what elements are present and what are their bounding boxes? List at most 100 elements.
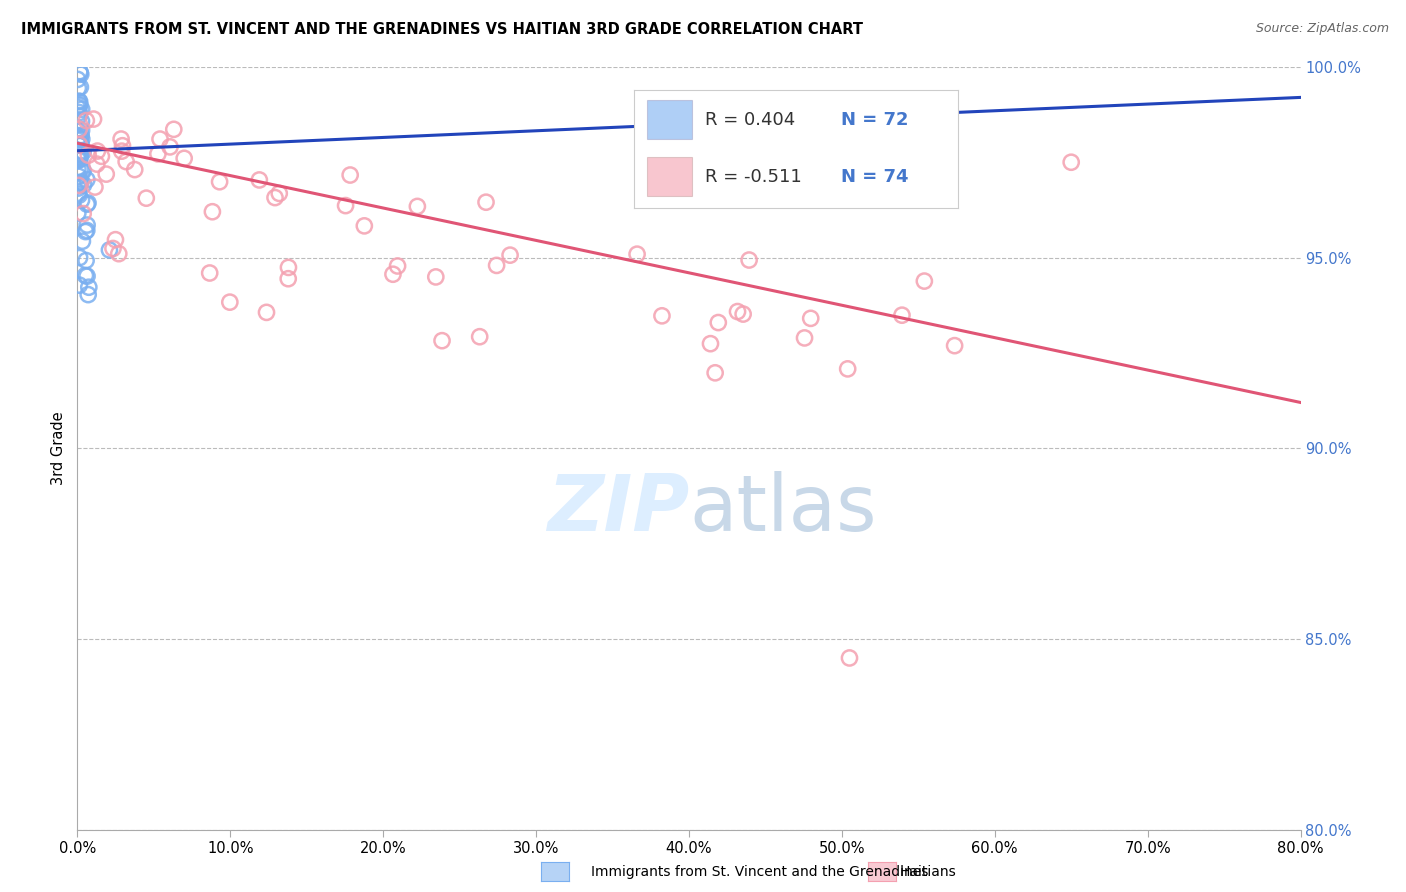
- Point: [277, 271, 299, 285]
- Point: [86, 157, 108, 171]
- Point: [75, 225, 97, 239]
- Point: [1060, 155, 1083, 169]
- Point: [67, 137, 90, 152]
- Point: [70, 123, 93, 137]
- Point: [66, 72, 89, 87]
- Point: [339, 168, 361, 182]
- Point: [67, 138, 90, 153]
- Point: [75, 268, 97, 283]
- Point: [69, 95, 91, 109]
- Point: [277, 260, 299, 275]
- Point: [67, 152, 90, 166]
- Point: [124, 162, 146, 177]
- Point: [77, 196, 100, 211]
- Point: [468, 329, 491, 343]
- Text: ZIP: ZIP: [547, 471, 689, 548]
- Point: [72, 206, 94, 220]
- Point: [76, 172, 98, 186]
- Point: [77, 148, 100, 162]
- Point: [66, 161, 89, 176]
- Point: [115, 154, 138, 169]
- Point: [485, 259, 508, 273]
- Point: [218, 295, 240, 310]
- Point: [70, 175, 93, 189]
- Text: Source: ZipAtlas.com: Source: ZipAtlas.com: [1256, 22, 1389, 36]
- Point: [173, 151, 195, 165]
- Point: [84, 180, 107, 194]
- Point: [86, 144, 108, 158]
- Point: [943, 339, 966, 353]
- Point: [111, 144, 134, 158]
- Point: [83, 112, 105, 126]
- Point: [70, 193, 93, 207]
- Point: [67, 186, 90, 201]
- Point: [269, 186, 291, 201]
- Point: [72, 234, 94, 248]
- Point: [201, 204, 224, 219]
- Point: [67, 81, 90, 95]
- Point: [69, 251, 91, 265]
- Point: [76, 269, 98, 284]
- Point: [77, 287, 100, 301]
- Point: [70, 102, 93, 116]
- Text: Haitians: Haitians: [900, 865, 956, 880]
- Point: [707, 316, 730, 330]
- Point: [704, 366, 727, 380]
- Point: [66, 123, 89, 137]
- Point: [66, 133, 89, 147]
- Point: [70, 132, 93, 146]
- Point: [69, 131, 91, 145]
- Text: IMMIGRANTS FROM ST. VINCENT AND THE GRENADINES VS HAITIAN 3RD GRADE CORRELATION : IMMIGRANTS FROM ST. VINCENT AND THE GREN…: [21, 22, 863, 37]
- Point: [73, 178, 96, 192]
- Point: [69, 144, 91, 158]
- Point: [90, 149, 112, 163]
- Point: [69, 97, 91, 112]
- Point: [67, 169, 90, 184]
- Point: [69, 162, 91, 177]
- Point: [430, 334, 453, 348]
- Point: [159, 140, 181, 154]
- Point: [499, 248, 522, 262]
- Text: Immigrants from St. Vincent and the Grenadines: Immigrants from St. Vincent and the Gren…: [591, 865, 928, 880]
- Point: [110, 132, 132, 146]
- Point: [67, 95, 90, 109]
- Point: [67, 122, 90, 136]
- Point: [77, 280, 100, 294]
- Point: [387, 259, 409, 273]
- Point: [70, 136, 93, 151]
- Point: [406, 199, 429, 213]
- Point: [67, 278, 90, 293]
- Point: [96, 167, 118, 181]
- Point: [104, 233, 127, 247]
- Point: [69, 66, 91, 80]
- Point: [838, 651, 860, 665]
- Point: [67, 98, 90, 112]
- Point: [69, 138, 91, 153]
- Point: [69, 176, 91, 190]
- Point: [699, 336, 721, 351]
- Point: [101, 242, 124, 256]
- Point: [72, 163, 94, 178]
- Point: [72, 165, 94, 179]
- Point: [626, 247, 648, 261]
- Text: atlas: atlas: [689, 471, 876, 548]
- Point: [264, 191, 287, 205]
- Point: [891, 308, 914, 322]
- Point: [76, 197, 98, 211]
- Point: [198, 266, 221, 280]
- Point: [76, 218, 98, 232]
- Point: [98, 243, 121, 257]
- Point: [107, 246, 129, 260]
- Point: [912, 274, 935, 288]
- Point: [149, 132, 172, 146]
- Point: [733, 307, 755, 321]
- Point: [67, 109, 90, 123]
- Point: [67, 181, 90, 195]
- Point: [425, 269, 447, 284]
- Point: [76, 223, 98, 237]
- Point: [69, 80, 91, 95]
- Point: [793, 331, 815, 345]
- Point: [146, 146, 169, 161]
- Point: [70, 128, 93, 143]
- Point: [69, 136, 91, 151]
